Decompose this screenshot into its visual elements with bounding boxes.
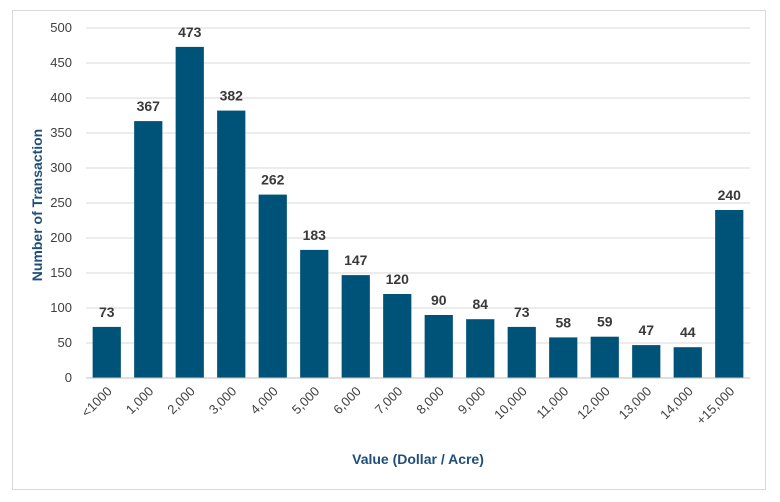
bar <box>673 347 702 378</box>
bar <box>549 337 578 378</box>
x-tick-label: 12,000 <box>574 384 613 423</box>
bars <box>92 46 744 379</box>
x-tick-label: 13,000 <box>616 384 655 423</box>
data-label: 120 <box>386 271 410 287</box>
data-label: 73 <box>514 304 530 320</box>
x-tick-label: 5,000 <box>289 384 323 418</box>
y-tick-label: 400 <box>50 90 72 105</box>
bar <box>383 294 412 378</box>
y-tick-label: 50 <box>58 335 72 350</box>
y-tick-label: 500 <box>50 20 72 35</box>
y-axis-title: Number of Transaction <box>29 129 45 281</box>
x-tick-label: 10,000 <box>491 384 530 423</box>
bar <box>92 326 121 378</box>
bar <box>341 275 370 378</box>
y-tick-label: 100 <box>50 300 72 315</box>
data-label: 59 <box>597 314 613 330</box>
x-tick-label: 6,000 <box>330 384 364 418</box>
data-label: 382 <box>220 88 244 104</box>
x-tick-label: 2,000 <box>164 384 198 418</box>
y-tick-label: 350 <box>50 125 72 140</box>
bar <box>590 336 619 378</box>
bar <box>134 121 163 378</box>
x-tick-label: 7,000 <box>372 384 406 418</box>
y-tick-label: 200 <box>50 230 72 245</box>
x-tick-label: 8,000 <box>413 384 447 418</box>
x-tick-label: 9,000 <box>455 384 489 418</box>
x-axis-ticks: <1000 1,000 2,000 3,000 4,000 5,000 6,000 7,000… <box>78 384 737 428</box>
bar <box>424 315 453 378</box>
bar <box>632 345 661 378</box>
data-label: 84 <box>472 296 488 312</box>
y-tick-label: 0 <box>65 370 72 385</box>
y-tick-label: 450 <box>50 55 72 70</box>
y-tick-label: 250 <box>50 195 72 210</box>
x-tick-label: +15,000 <box>693 384 737 428</box>
data-label: 147 <box>344 252 368 268</box>
bar <box>217 110 246 378</box>
y-tick-label: 150 <box>50 265 72 280</box>
bar <box>507 326 536 378</box>
bar <box>258 194 287 378</box>
data-label: 90 <box>431 292 447 308</box>
bar <box>715 210 744 378</box>
x-axis-title: Value (Dollar / Acre) <box>352 451 484 467</box>
x-tick-label: 11,000 <box>533 384 571 422</box>
x-tick-label: 1,000 <box>123 384 157 418</box>
bar <box>300 249 329 378</box>
data-label: 262 <box>261 172 285 188</box>
data-label: 58 <box>555 314 571 330</box>
data-label: 73 <box>99 304 115 320</box>
data-label: 183 <box>303 227 327 243</box>
y-axis-ticks: 0 50 100 150 200 250 300 350 400 450 500 <box>50 20 72 385</box>
data-labels: 73 367 473 382 262 183 147 120 90 84 73 58 59 47 44 240 <box>99 24 741 340</box>
x-tick-label: 4,000 <box>247 384 281 418</box>
x-tick-label: 3,000 <box>206 384 240 418</box>
y-tick-label: 300 <box>50 160 72 175</box>
data-label: 44 <box>680 324 696 340</box>
data-label: 240 <box>718 187 742 203</box>
data-label: 473 <box>178 24 202 40</box>
data-label: 47 <box>638 322 654 338</box>
bar <box>175 46 204 379</box>
data-label: 367 <box>137 98 161 114</box>
x-tick-label: <1000 <box>78 384 114 420</box>
bar <box>466 319 495 378</box>
x-tick-label: 14,000 <box>657 384 696 423</box>
